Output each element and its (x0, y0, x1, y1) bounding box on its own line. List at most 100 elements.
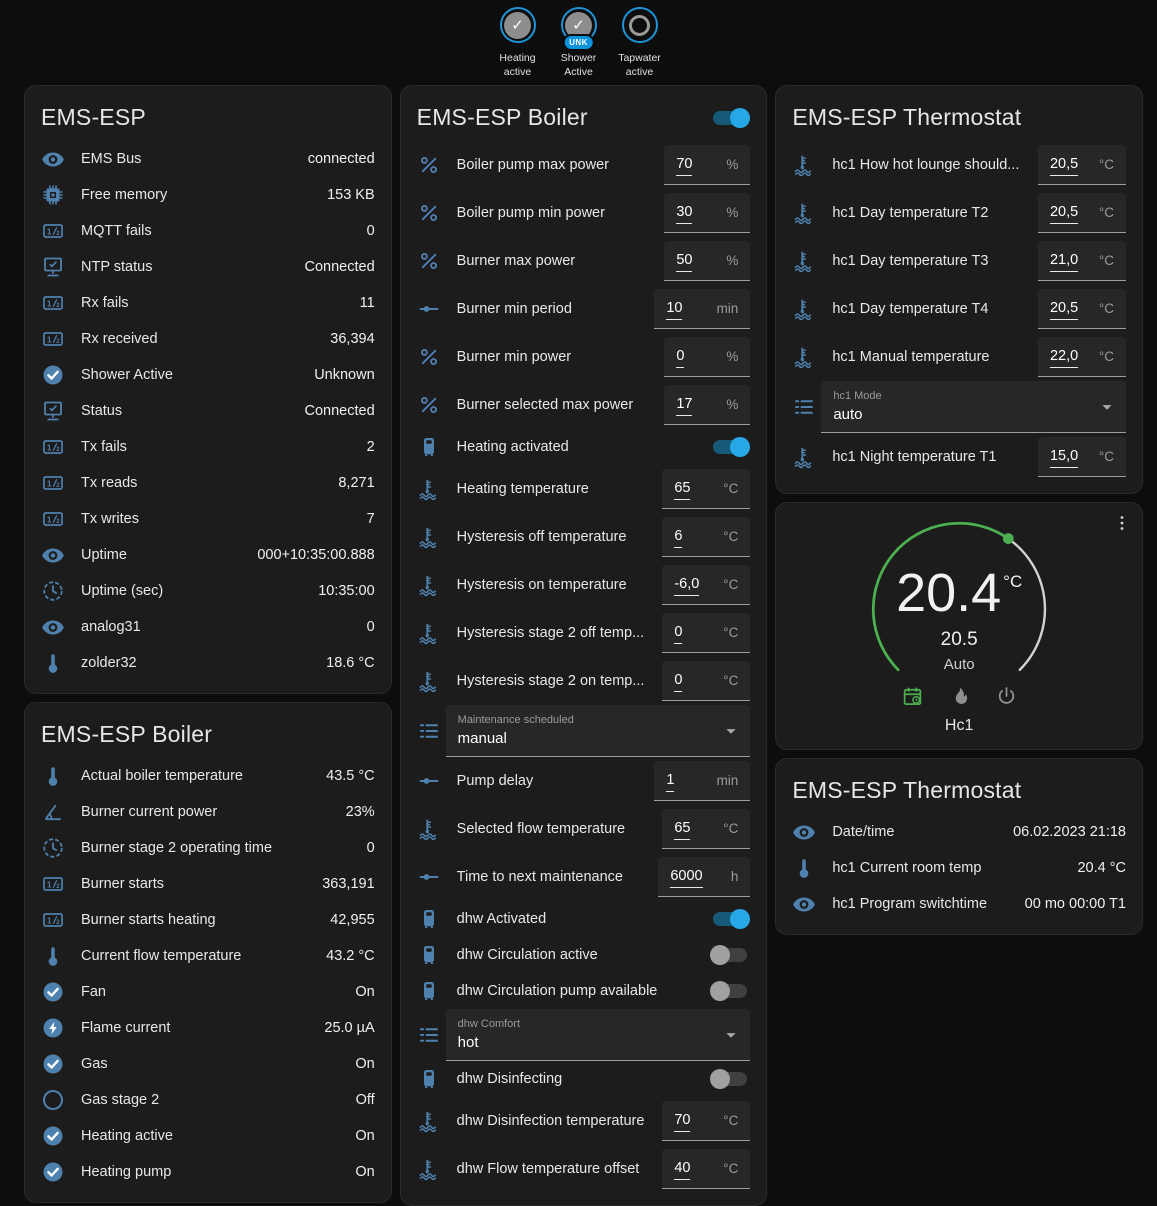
entity-label: dhw Flow temperature offset (456, 1161, 640, 1178)
number-input[interactable]: 22,0 °C (1037, 337, 1126, 378)
number-value: 50 (676, 250, 693, 272)
number-input[interactable]: 65 °C (662, 469, 751, 510)
number-value: 0 (676, 346, 685, 368)
number-input[interactable]: 40 °C (662, 1149, 751, 1190)
entity-row[interactable]: Shower Active Unknown (25, 357, 391, 393)
entity-row[interactable]: EMS Bus connected (25, 141, 391, 177)
entity-row: Hysteresis on temperature -6,0 °C (401, 561, 767, 609)
entity-row[interactable]: Burner current power 23% (25, 794, 391, 830)
percent-icon (417, 201, 441, 225)
card-title: EMS-ESP Thermostat (792, 104, 1022, 131)
entity-row[interactable]: 1 2 Tx reads 8,271 (25, 465, 391, 501)
number-input[interactable]: 6000 h (658, 857, 751, 898)
entity-row[interactable]: 1 2 Tx writes 7 (25, 501, 391, 537)
number-input[interactable]: 30% (664, 193, 751, 234)
entity-row[interactable]: Current flow temperature 43.2 °C (25, 938, 391, 974)
number-input[interactable]: 50% (664, 241, 751, 282)
toggle-switch[interactable] (710, 945, 750, 966)
entity-row[interactable]: Burner stage 2 operating time 0 (25, 830, 391, 866)
number-input[interactable]: 20,5 °C (1037, 145, 1126, 186)
dashboard-grid: EMS-ESP EMS Bus connected Free memory 153 KB… (0, 81, 1157, 1206)
entity-row[interactable]: Heating active On (25, 1118, 391, 1154)
svg-text:1: 1 (47, 516, 52, 525)
mode-off-button[interactable] (995, 685, 1018, 708)
toggle-switch[interactable] (710, 909, 751, 930)
number-unit: h (730, 869, 739, 885)
number-input[interactable]: 70 °C (662, 1101, 751, 1142)
entity-label: Rx fails (81, 295, 129, 312)
entity-row[interactable]: Flame current 25.0 µA (25, 1010, 391, 1046)
entity-row[interactable]: Status Connected (25, 393, 391, 429)
column-right: EMS-ESP Thermostat hc1 How hot lounge sho… (775, 85, 1143, 936)
svg-text:1: 1 (47, 480, 52, 489)
number-input[interactable]: 6 °C (662, 517, 751, 558)
entity-row[interactable]: hc1 Current room temp 20.4 °C (776, 850, 1142, 886)
status-badge[interactable]: Tapwater active (611, 7, 669, 79)
toggle-switch[interactable] (710, 437, 751, 458)
entity-row[interactable]: Fan On (25, 974, 391, 1010)
entity-row[interactable]: Date/time 06.02.2023 21:18 (776, 814, 1142, 850)
number-input[interactable]: 15,0 °C (1037, 437, 1126, 478)
number-input[interactable]: 65 °C (662, 809, 751, 850)
number-input[interactable]: 0% (664, 337, 751, 378)
toggle-switch[interactable] (710, 1069, 750, 1090)
toggle-switch[interactable] (710, 981, 750, 1002)
number-input[interactable]: 70% (664, 145, 751, 186)
number-input[interactable]: 20,5 °C (1037, 289, 1126, 330)
slider-icon (417, 297, 441, 321)
entity-row: Boiler pump max power 70% (401, 141, 767, 189)
mode-heat-button[interactable] (948, 685, 971, 708)
entity-row[interactable]: 1 2 Burner starts 363,191 (25, 866, 391, 902)
select-dropdown[interactable]: hc1 Mode auto (821, 381, 1126, 434)
entity-row[interactable]: Free memory 153 KB (25, 177, 391, 213)
card-master-toggle[interactable] (710, 107, 751, 128)
circle-outline-icon (41, 1088, 65, 1112)
entity-row[interactable]: 1 2 Tx fails 2 (25, 429, 391, 465)
entity-value: On (355, 984, 375, 1001)
entity-row: hc1 Mode auto (776, 381, 1142, 434)
entity-label: dhw Disinfecting (456, 1071, 563, 1088)
number-input[interactable]: 1 min (654, 761, 751, 802)
entity-row[interactable]: hc1 Program switchtime 00 mo 00:00 T1 (776, 886, 1142, 922)
number-input[interactable]: 20,5 °C (1037, 193, 1126, 234)
entity-label: Tx writes (81, 511, 139, 528)
setpoint-handle[interactable] (1003, 533, 1014, 545)
water-boiler-icon (417, 907, 441, 931)
status-badge[interactable]: ✓ Heating active (489, 7, 547, 79)
thermostat-dial[interactable]: 20.4 °C 20.5 Auto (776, 515, 1142, 701)
number-input[interactable]: 10 min (654, 289, 751, 330)
number-input[interactable]: 17% (664, 385, 751, 426)
entity-row[interactable]: Heating pump On (25, 1154, 391, 1190)
entity-value: 153 KB (327, 187, 375, 204)
entity-row[interactable]: 1 2 Burner starts heating 42,955 (25, 902, 391, 938)
entity-row[interactable]: analog31 0 (25, 609, 391, 645)
number-input[interactable]: -6,0 °C (662, 565, 751, 606)
column-middle: EMS-ESP Boiler Boiler pump max power 70% Bo… (399, 85, 768, 1206)
entity-row[interactable]: 1 2 MQTT fails 0 (25, 213, 391, 249)
select-dropdown[interactable]: Maintenance scheduled manual (445, 705, 751, 758)
number-input[interactable]: 0 °C (662, 613, 751, 654)
status-badge[interactable]: ✓ UNK Shower Active (550, 7, 608, 79)
entity-value: 000+10:35:00.888 (257, 547, 375, 564)
entity-row[interactable]: Actual boiler temperature 43.5 °C (25, 758, 391, 794)
card-thermostat-settings: EMS-ESP Thermostat hc1 How hot lounge sho… (775, 85, 1143, 495)
eye-icon (41, 615, 65, 639)
number-input[interactable]: 21,0 °C (1037, 241, 1126, 282)
select-dropdown[interactable]: dhw Comfort hot (445, 1009, 751, 1062)
entity-row[interactable]: Uptime (sec) 10:35:00 (25, 573, 391, 609)
entity-row[interactable]: Gas stage 2 Off (25, 1082, 391, 1118)
number-unit: °C (723, 625, 739, 641)
temperature-arc-slider[interactable] (839, 515, 1079, 701)
entity-row[interactable]: NTP status Connected (25, 249, 391, 285)
dots-vertical-icon[interactable] (1112, 513, 1132, 533)
mode-auto-button[interactable] (901, 685, 924, 708)
entity-row[interactable]: Gas On (25, 1046, 391, 1082)
number-input[interactable]: 0 °C (662, 661, 751, 702)
entity-row[interactable]: 1 2 Rx received 36,394 (25, 321, 391, 357)
entity-row[interactable]: Uptime 000+10:35:00.888 (25, 537, 391, 573)
entity-row[interactable]: zolder32 18.6 °C (25, 645, 391, 681)
entity-row[interactable]: 1 2 Rx fails 11 (25, 285, 391, 321)
entity-row: Hysteresis off temperature 6 °C (401, 513, 767, 561)
entity-value: 23% (345, 804, 375, 821)
